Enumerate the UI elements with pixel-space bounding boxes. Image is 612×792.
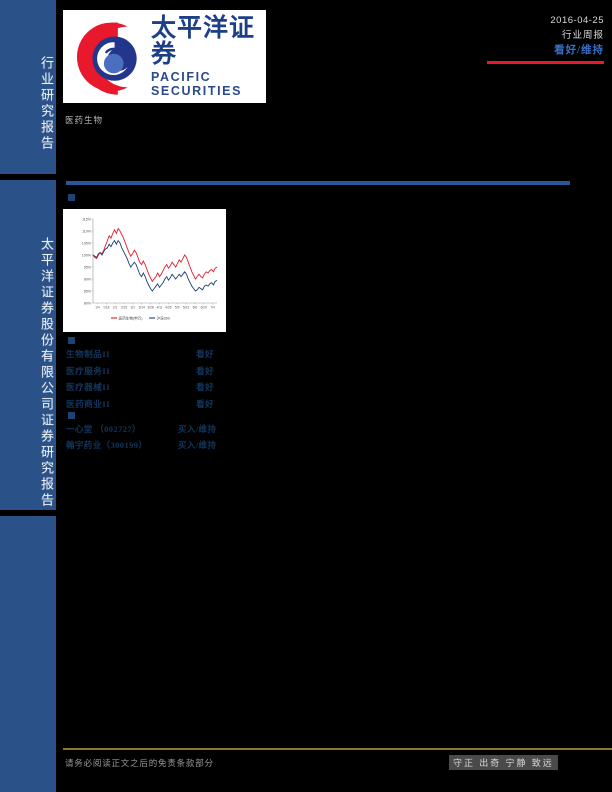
chart-y-tick: 115% [82, 218, 92, 222]
chart-y-tick: 90% [84, 278, 92, 282]
sector-name: 医药生物 [65, 115, 104, 125]
rating-value: 看好 [196, 365, 215, 376]
rating-value: 看好 [196, 398, 215, 409]
footer-slogan: 守正 出奇 宁静 致远 [449, 755, 558, 770]
stock-rating: 买入/维持 [178, 439, 217, 450]
stock-row: 翰宇药业（300199） 买入/维持 [66, 439, 271, 451]
chart-y-tick: 110% [82, 230, 92, 234]
chart-x-tick: 5/23 [183, 306, 189, 310]
logo-chinese-name: 太平洋证券 [151, 13, 256, 68]
logo-wordmark: 太平洋证券 PACIFIC SECURITIES [151, 15, 266, 99]
pacific-securities-logo-icon [67, 16, 149, 98]
chart-x-tick: 1/18 [103, 306, 109, 310]
chart-legend-label: 医药生物(申万) [119, 315, 143, 320]
chart-x-tick: 7/4 [210, 306, 215, 310]
report-content: 太平洋证券 PACIFIC SECURITIES 2016-04-25 行业周报… [56, 0, 612, 792]
chart-series-line [92, 227, 218, 283]
chart-y-tick: 105% [82, 242, 92, 246]
chart-x-tick: 6/20 [201, 306, 207, 310]
chart-x-tick: 1/4 [95, 306, 100, 310]
company-logo: 太平洋证券 PACIFIC SECURITIES [63, 10, 266, 103]
left-sidebar: 行业研究报告 太平洋证券股份有限公司证券研究报告 [0, 0, 56, 792]
logo-english-name: PACIFIC SECURITIES [151, 70, 243, 99]
chart-x-tick: 3/1 [131, 306, 136, 310]
report-date: 2016-04-25 [550, 15, 604, 26]
sidebar-gap-top [0, 174, 56, 180]
footer-rule [63, 748, 612, 750]
sidebar-bottom-label: 太平洋证券股份有限公司证券研究报告 [39, 237, 54, 509]
rating-industry-name: 医疗器械II [66, 382, 111, 392]
section-marker-ratings [68, 337, 75, 344]
chart-legend-label: 沪深300 [157, 315, 170, 320]
recommended-stocks-list: 一心堂 （002727） 买入/维持 翰宇药业（300199） 买入/维持 [66, 423, 271, 454]
chart-y-tick: 95% [84, 266, 92, 270]
chart-x-tick: 3/28 [147, 306, 153, 310]
sidebar-bottom-fill [0, 516, 56, 792]
header-red-rule [487, 61, 604, 64]
report-type: 行业周报 [561, 30, 604, 41]
section-divider [66, 181, 570, 185]
chart-x-tick: 2/15 [121, 306, 127, 310]
stock-row: 一心堂 （002727） 买入/维持 [66, 423, 271, 435]
stock-name-code: 翰宇药业（300199） [66, 439, 148, 450]
chart-x-tick: 3/14 [139, 306, 145, 310]
rating-industry-name: 医疗服务II [66, 365, 111, 376]
sidebar-top-label: 行业研究报告 [39, 56, 54, 152]
rating-value: 看好 [196, 349, 215, 359]
chart-y-tick: 80% [84, 302, 92, 306]
rating-value: 看好 [196, 382, 215, 392]
stock-rating: 买入/维持 [178, 424, 217, 434]
chart-x-tick: 4/11 [156, 306, 162, 310]
chart-series-line [92, 239, 218, 292]
index-performance-chart: 115% 110% 105% 100% 95% 90% 85% 80% 1/4 1/18 2/1 2… [63, 209, 226, 332]
stock-name-code: 一心堂 （002727） [66, 424, 141, 434]
section-marker-stocks [68, 412, 75, 419]
chart-y-tick: 100% [82, 254, 92, 258]
rating-row: 医药商业II 看好 [66, 398, 271, 410]
chart-x-tick: 2/1 [113, 306, 118, 310]
sidebar-gap-bottom [0, 510, 56, 516]
sub-industry-ratings-list: 生物制品II 看好 医疗服务II 看好 医疗器械II 看好 医药商业II 看好 [66, 348, 271, 414]
footer-disclaimer: 请务必阅读正文之后的免责条款部分 [65, 758, 214, 768]
chart-x-tick: 6/6 [193, 306, 198, 310]
header-rating: 看好/维持 [554, 45, 604, 57]
rating-row: 医疗器械II 看好 [66, 381, 271, 393]
section-marker-chart [68, 194, 75, 201]
chart-y-tick: 85% [84, 290, 92, 294]
rating-industry-name: 生物制品II [66, 349, 111, 359]
header-meta-block: 2016-04-25 行业周报 看好/维持 [364, 14, 604, 64]
rating-industry-name: 医药商业II [66, 398, 111, 409]
rating-row: 生物制品II 看好 [66, 348, 271, 360]
rating-row: 医疗服务II 看好 [66, 365, 271, 377]
chart-x-tick: 5/9 [175, 306, 180, 310]
chart-x-tick: 4/25 [165, 306, 171, 310]
